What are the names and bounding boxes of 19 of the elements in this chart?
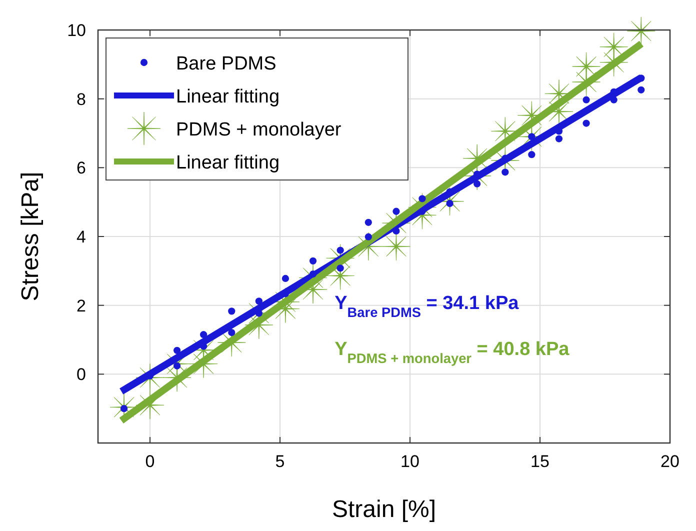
- legend-label: Linear fitting: [176, 86, 280, 108]
- x-tick-label: 15: [530, 452, 550, 471]
- y-tick-label: 6: [76, 158, 86, 178]
- y-tick-label: 10: [67, 21, 86, 40]
- x-tick-label: 20: [660, 452, 680, 471]
- x-tick-label: 5: [275, 452, 285, 471]
- legend-label: Linear fitting: [176, 152, 280, 174]
- legend-label: PDMS + monolayer: [176, 120, 342, 140]
- annotation: Y$_{Bare PDMS}$ = 34.1 kPa: [334, 292, 520, 320]
- x-axis-title: Strain [%]: [332, 496, 436, 523]
- y-tick-label: 0: [76, 365, 86, 384]
- x-tick-label: 10: [400, 452, 420, 471]
- x-tick-label: 0: [145, 452, 155, 471]
- y-tick-label: 2: [76, 296, 86, 316]
- legend-label: Bare PDMS: [176, 54, 276, 74]
- annotation: Y$_{PDMS + monolayer}$ = 40.8 kPa: [334, 338, 570, 366]
- y-tick-label: 4: [76, 228, 86, 246]
- y-tick-label: 8: [76, 90, 86, 109]
- y-axis-title: Stress [kPa]: [17, 172, 44, 302]
